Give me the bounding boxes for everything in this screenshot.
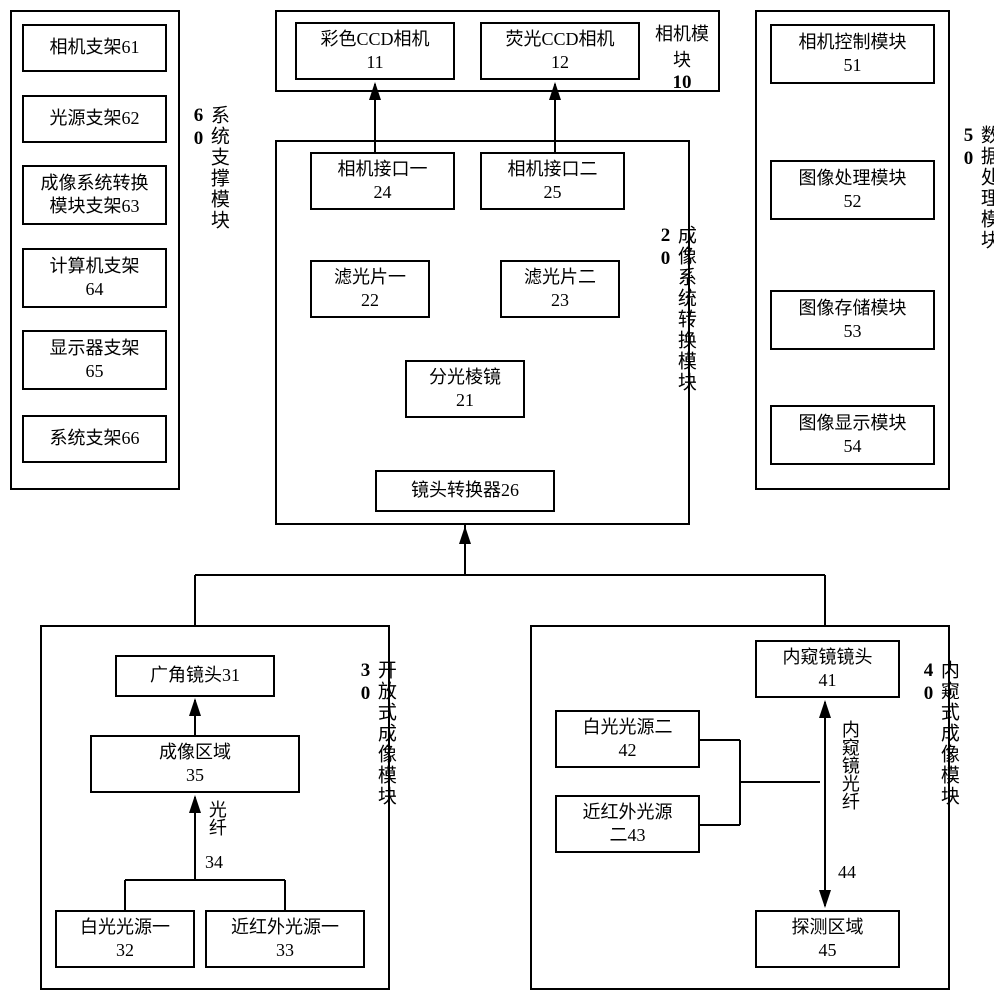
box-42-l2: 42 xyxy=(619,739,637,762)
box-42: 白光光源二 42 xyxy=(555,710,700,768)
module-50-label: 数据处理模块 50 xyxy=(958,125,994,251)
module-60-num: 60 xyxy=(188,105,209,151)
box-51-l1: 相机控制模块 xyxy=(799,31,907,54)
box-45-l1: 探测区域 xyxy=(792,916,864,939)
box-64: 计算机支架 64 xyxy=(22,248,167,308)
box-22: 滤光片一 22 xyxy=(310,260,430,318)
box-65: 显示器支架 65 xyxy=(22,330,167,390)
module-50-text: 数据处理模块 xyxy=(978,125,994,251)
module-40-text: 内窥式成像模块 xyxy=(938,660,959,807)
box-64-l2: 64 xyxy=(86,278,104,301)
module-10-text: 相机模块 xyxy=(655,24,709,70)
module-50-num: 50 xyxy=(958,125,979,171)
box-53-l2: 53 xyxy=(844,320,862,343)
box-53-l1: 图像存储模块 xyxy=(799,297,907,320)
module-60-label: 系统支撑模块 60 xyxy=(188,105,228,231)
box-33: 近红外光源一 33 xyxy=(205,910,365,968)
box-54-l1: 图像显示模块 xyxy=(799,412,907,435)
box-24: 相机接口一 24 xyxy=(310,152,455,210)
box-62-l1: 光源支架62 xyxy=(50,107,140,130)
box-35: 成像区域 35 xyxy=(90,735,300,793)
module-40-label: 内窥式成像模块 40 xyxy=(918,660,958,807)
module-20-label: 成像系统转换模块 20 xyxy=(655,225,695,393)
box-41: 内窥镜镜头 41 xyxy=(755,640,900,698)
box-24-l1: 相机接口一 xyxy=(338,158,428,181)
box-61-l1: 相机支架61 xyxy=(50,36,140,59)
box-66-l1: 系统支架66 xyxy=(50,427,140,450)
box-41-l2: 41 xyxy=(819,669,837,692)
box-24-l2: 24 xyxy=(374,181,392,204)
module-60-text: 系统支撑模块 xyxy=(208,105,229,231)
box-62: 光源支架62 xyxy=(22,95,167,143)
box-26: 镜头转换器26 xyxy=(375,470,555,512)
box-52: 图像处理模块 52 xyxy=(770,160,935,220)
box-45-l2: 45 xyxy=(819,939,837,962)
module-30-label: 开放式成像模块 30 xyxy=(355,660,395,807)
box-32: 白光光源一 32 xyxy=(55,910,195,968)
box-12: 荧光CCD相机 12 xyxy=(480,22,640,80)
box-35-l1: 成像区域 xyxy=(159,741,231,764)
fiber-34-text: 光纤 xyxy=(207,800,227,836)
box-53: 图像存储模块 53 xyxy=(770,290,935,350)
box-51-l2: 51 xyxy=(844,54,862,77)
module-10-label: 相机模块 10 xyxy=(652,20,712,94)
fiber-34-num: 34 xyxy=(205,852,223,873)
box-11: 彩色CCD相机 11 xyxy=(295,22,455,80)
box-11-l2: 11 xyxy=(366,51,383,74)
fiber-34-label: 光纤 xyxy=(207,800,226,836)
box-54-l2: 54 xyxy=(844,435,862,458)
box-12-l2: 12 xyxy=(551,51,569,74)
module-30-num: 30 xyxy=(355,660,376,706)
box-54: 图像显示模块 54 xyxy=(770,405,935,465)
box-66: 系统支架66 xyxy=(22,415,167,463)
box-61: 相机支架61 xyxy=(22,24,167,72)
box-35-l2: 35 xyxy=(186,764,204,787)
module-40-num: 40 xyxy=(918,660,939,706)
module-20-num: 20 xyxy=(655,225,676,271)
box-12-l1: 荧光CCD相机 xyxy=(505,28,614,51)
box-21: 分光棱镜 21 xyxy=(405,360,525,418)
box-43-l2: 二43 xyxy=(610,824,646,847)
fiber-44-label: 内窥镜光纤 xyxy=(840,720,859,810)
box-31-l1: 广角镜头31 xyxy=(150,664,240,687)
fiber-44-text: 内窥镜光纤 xyxy=(840,720,860,810)
box-26-l1: 镜头转换器26 xyxy=(411,479,519,502)
box-31: 广角镜头31 xyxy=(115,655,275,697)
box-41-l1: 内窥镜镜头 xyxy=(783,646,873,669)
box-22-l2: 22 xyxy=(361,289,379,312)
box-23-l1: 滤光片二 xyxy=(524,266,596,289)
box-25-l2: 25 xyxy=(544,181,562,204)
module-30-text: 开放式成像模块 xyxy=(375,660,396,807)
box-52-l2: 52 xyxy=(844,190,862,213)
fiber-44-num: 44 xyxy=(838,862,856,883)
box-21-l2: 21 xyxy=(456,389,474,412)
box-32-l2: 32 xyxy=(116,939,134,962)
box-43: 近红外光源 二43 xyxy=(555,795,700,853)
module-20-text: 成像系统转换模块 xyxy=(675,225,696,393)
box-42-l1: 白光光源二 xyxy=(583,716,673,739)
box-33-l1: 近红外光源一 xyxy=(231,916,339,939)
box-11-l1: 彩色CCD相机 xyxy=(320,28,429,51)
box-25: 相机接口二 25 xyxy=(480,152,625,210)
box-52-l1: 图像处理模块 xyxy=(799,167,907,190)
box-23: 滤光片二 23 xyxy=(500,260,620,318)
box-64-l1: 计算机支架 xyxy=(50,255,140,278)
box-32-l1: 白光光源一 xyxy=(80,916,170,939)
box-51: 相机控制模块 51 xyxy=(770,24,935,84)
box-25-l1: 相机接口二 xyxy=(508,158,598,181)
box-65-l2: 65 xyxy=(86,360,104,383)
box-65-l1: 显示器支架 xyxy=(50,337,140,360)
box-43-l1: 近红外光源 xyxy=(583,801,673,824)
box-21-l1: 分光棱镜 xyxy=(429,366,501,389)
box-63-l1: 成像系统转换 xyxy=(41,172,149,195)
box-23-l2: 23 xyxy=(551,289,569,312)
box-33-l2: 33 xyxy=(276,939,294,962)
box-45: 探测区域 45 xyxy=(755,910,900,968)
box-63-l2: 模块支架63 xyxy=(50,195,140,218)
module-10-num: 10 xyxy=(673,72,692,93)
box-22-l1: 滤光片一 xyxy=(334,266,406,289)
box-63: 成像系统转换 模块支架63 xyxy=(22,165,167,225)
